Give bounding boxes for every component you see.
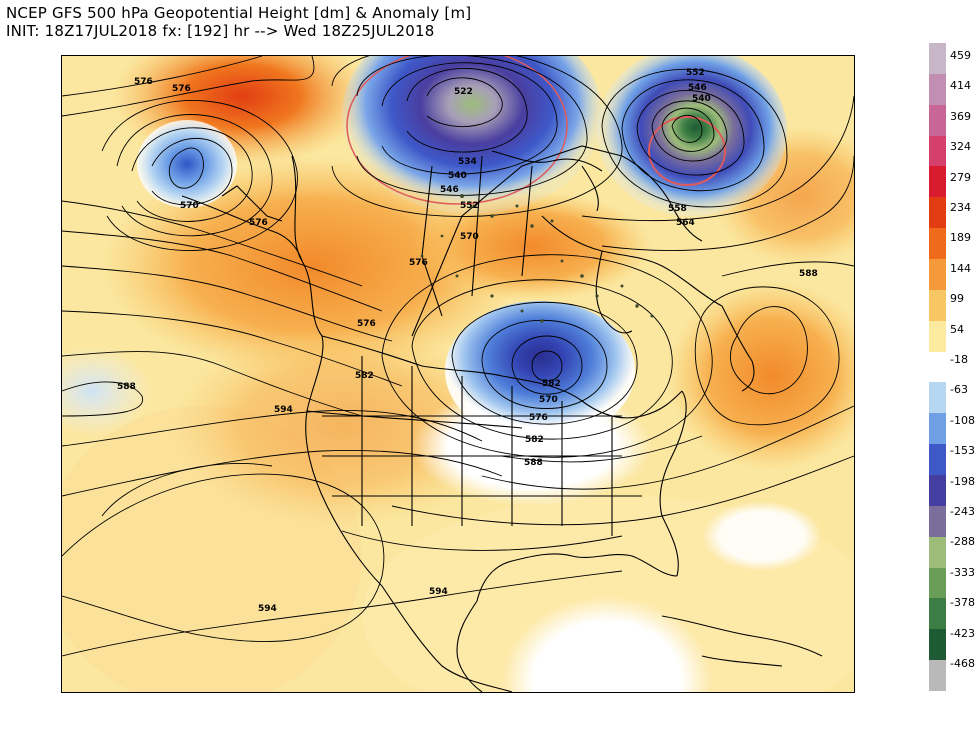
colorbar-tick-label: 54 (950, 322, 964, 336)
contour-label: 570 (460, 232, 479, 242)
colorbar-tick-label: 234 (950, 201, 971, 214)
colorbar-tick-label: -378 (950, 596, 975, 610)
map-title: NCEP GFS 500 hPa Geopotential Height [dm… (6, 4, 472, 22)
colorbar-swatch (929, 536, 946, 569)
hudson-bay-ridge-anomaly (412, 191, 652, 301)
colorbar-tick-label: -243 (950, 505, 975, 518)
colorbar-swatch (929, 197, 946, 229)
colorbar-tick-label: 459 (950, 49, 971, 62)
contour-label: 582 (525, 435, 544, 445)
pacific-weak-low-anomaly (62, 346, 152, 436)
colorbar-swatch (929, 475, 946, 507)
contour-labels: 576 576 570 576 576 522 534 540 546 552 … (117, 68, 818, 614)
colorbar-swatch (929, 259, 946, 291)
anomaly-map: 576 576 570 576 576 522 534 540 546 552 … (62, 56, 854, 692)
colorbar-swatch (929, 228, 946, 260)
colorbar-swatch (929, 320, 946, 353)
contour-label: 552 (460, 201, 479, 211)
gulf-neutral-area (502, 596, 712, 692)
colorbar-swatch (929, 598, 946, 630)
height-contours (62, 56, 854, 657)
contour-label: 576 (529, 413, 548, 423)
contour-label: 594 (258, 604, 277, 614)
colorbar-swatch (929, 104, 946, 137)
contour-label: 534 (458, 157, 477, 167)
contour-label: 594 (429, 587, 448, 597)
contour-label: 576 (357, 319, 376, 329)
bahamas-neutral-area (702, 501, 822, 571)
colorbar-swatch (929, 73, 946, 106)
colorbar-swatch (929, 413, 946, 445)
arctic-low-anomaly (342, 56, 602, 214)
contour-label: 552 (686, 68, 705, 78)
colorbar-tick-label: -198 (950, 474, 975, 488)
colorbar-tick-label: -108 (950, 413, 975, 427)
contour-label: 576 (409, 258, 428, 268)
colorbar-tick-label: -333 (950, 565, 975, 579)
contour-label: 540 (692, 94, 711, 104)
colorbar-swatch (929, 382, 946, 414)
colorbar-swatch (929, 289, 946, 322)
contour-label: 588 (117, 382, 136, 392)
colorbar-swatch (929, 660, 946, 692)
colorbar-tick-label: -153 (950, 444, 975, 458)
anomaly-colorbar (929, 43, 946, 692)
coastlines-and-borders (181, 145, 823, 692)
contour-label: 564 (676, 218, 695, 228)
colorbar-tick-label: -63 (950, 383, 968, 397)
contour-label: 576 (172, 84, 191, 94)
contour-label: 588 (524, 458, 543, 468)
contour-label: 570 (539, 395, 558, 405)
western-canada-ridge-anomaly (102, 156, 522, 376)
colorbar-swatch (929, 135, 946, 167)
colorbar-tick-label: 189 (950, 231, 971, 245)
colorbar-swatch (929, 351, 946, 383)
greenland-low-red-contour (648, 116, 726, 186)
colorbar-tick-label: -423 (950, 626, 975, 640)
contour-label: 576 (249, 218, 268, 228)
colorbar-swatch (929, 444, 946, 476)
contour-label: 594 (274, 405, 293, 415)
map-subtitle-init-valid-time: INIT: 18Z17JUL2018 fx: [192] hr --> Wed … (6, 22, 435, 40)
contour-label: 576 (134, 77, 153, 87)
contour-label: 582 (355, 371, 374, 381)
colorbar-swatch (929, 43, 946, 75)
contour-label: 588 (799, 269, 818, 279)
map-panel: 576 576 570 576 576 522 534 540 546 552 … (61, 55, 855, 693)
great-basin-ridge-anomaly (172, 326, 512, 526)
arctic-low-red-contour (346, 56, 568, 205)
contour-label: 522 (454, 87, 473, 97)
great-lakes-trough-anomaly (445, 301, 635, 441)
colorbar-swatch (929, 567, 946, 599)
colorbar-tick-label: 369 (950, 109, 971, 123)
colorbar-swatch (929, 505, 946, 538)
contour-label: 570 (180, 201, 199, 211)
colorbar-tick-label: -18 (950, 353, 968, 366)
arctic-archipelago-and-lakes (420, 194, 654, 323)
contour-label: 546 (440, 185, 459, 195)
colorbar-tick-label: 279 (950, 170, 971, 184)
contour-label: 558 (668, 204, 687, 214)
contour-label: 540 (448, 171, 467, 181)
colorbar-tick-label: 99 (950, 292, 964, 306)
contour-label: 582 (542, 379, 561, 389)
contour-label: 546 (688, 83, 707, 93)
colorbar-tick-label: 414 (950, 79, 971, 93)
colorbar-tick-label: -468 (950, 657, 975, 670)
colorbar-swatch (929, 166, 946, 198)
atlantic-ridge-anomaly (667, 281, 854, 471)
colorbar-tick-label: 144 (950, 261, 971, 275)
colorbar-tick-label: -288 (950, 535, 975, 549)
colorbar-swatch (929, 629, 946, 661)
bering-low-anomaly (137, 120, 237, 208)
colorbar-tick-label: 324 (950, 140, 971, 154)
